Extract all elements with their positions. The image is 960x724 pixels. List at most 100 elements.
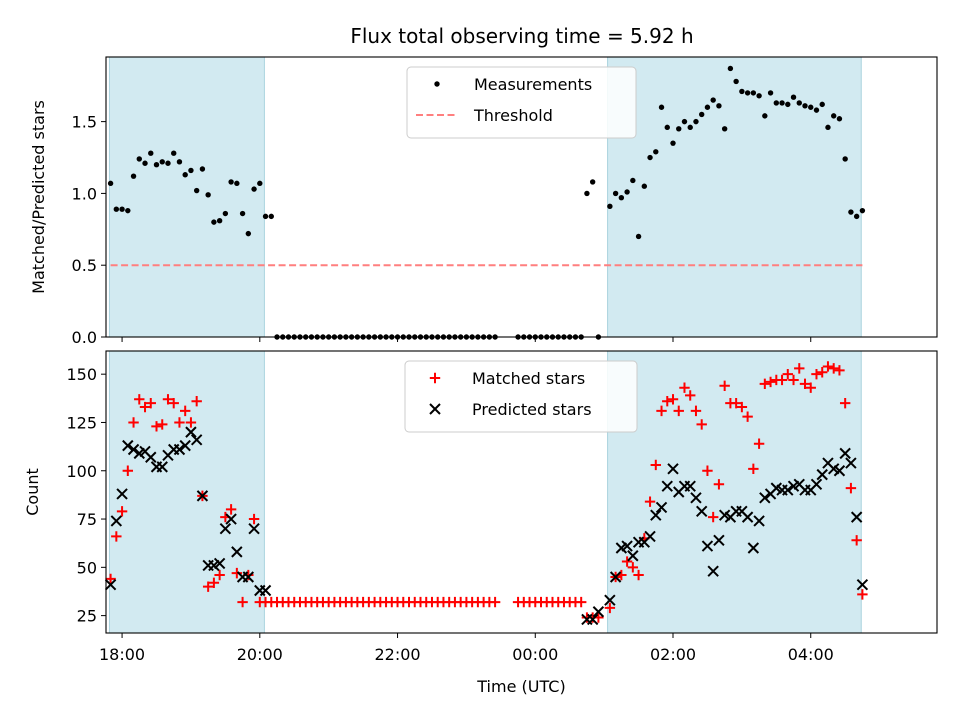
measurement-point [205, 192, 211, 198]
measurement-point [251, 186, 257, 192]
y-axis-label: Count [23, 468, 42, 516]
predicted-star-point [701, 540, 714, 552]
bottom-panel: 25 50 75 100 125 150 18:00 20:00 22:00 00:00 02:00… [23, 350, 938, 696]
x-tick-label: 00:00 [512, 645, 558, 664]
measurement-point [148, 150, 154, 156]
measurement-point [848, 209, 854, 215]
matched-star-point [208, 577, 220, 588]
shaded-span-2 [607, 57, 862, 337]
measurement-point [647, 154, 653, 161]
measurement-point [687, 124, 693, 131]
matched-star-point [139, 401, 151, 413]
measurement-point [693, 118, 699, 125]
x-tick-label: 04:00 [788, 645, 834, 664]
predicted-star-point [116, 488, 128, 500]
predicted-star-point [179, 439, 191, 452]
measurement-point [716, 103, 722, 109]
matched-star-point [656, 405, 667, 417]
predicted-star-point [621, 540, 633, 552]
matched-star-point [817, 367, 828, 378]
y-tick-label: 150 [66, 365, 97, 384]
measurement-point [739, 88, 745, 95]
legend-label: Measurements [474, 75, 592, 94]
measurement-point [699, 111, 705, 118]
matched-star-point [604, 602, 616, 614]
predicted-star-point [684, 480, 696, 492]
measurement-point [125, 207, 131, 214]
measurement-point [589, 179, 596, 185]
matched-star-point [748, 463, 759, 475]
predicted-star-point [110, 515, 123, 527]
predicted-star-point [856, 579, 869, 591]
measurement-point [119, 206, 125, 212]
predicted-star-point [127, 443, 140, 456]
predicted-star-point [839, 447, 851, 460]
measurement-point [825, 124, 831, 131]
matched-star-point [696, 419, 707, 430]
predicted-star-point [816, 468, 828, 481]
matched-star-point [662, 396, 673, 407]
measurement-point [727, 65, 734, 72]
predicted-star-point [644, 530, 656, 543]
matched-star-point [174, 417, 185, 428]
predicted-star-point [231, 546, 243, 558]
matched-star-point [673, 405, 684, 417]
matched-star-point [765, 376, 776, 388]
matched-star-point [685, 390, 696, 401]
measurement-point [756, 93, 762, 99]
matched-star-point [851, 535, 862, 546]
measurement-point [234, 180, 240, 187]
y-tick-label: 125 [66, 413, 97, 432]
measurement-point [721, 126, 728, 132]
measurement-point [222, 210, 229, 217]
predicted-star-point [190, 434, 203, 446]
measurement-point [612, 190, 619, 197]
x-tick-label: 20:00 [237, 645, 283, 664]
top-panel: 0.0 0.5 1.0 1.5 Matched/Predicted stars Measu… [29, 56, 938, 347]
matched-star-point [225, 504, 237, 515]
matched-star-point [214, 569, 225, 581]
matched-star-point [719, 380, 730, 391]
measurement-point [744, 90, 751, 96]
matched-star-point [157, 419, 168, 430]
measurement-point [641, 183, 648, 189]
matched-star-point [633, 569, 644, 581]
measurement-point [773, 100, 780, 106]
matched-star-point [702, 465, 713, 476]
predicted-star-point [219, 522, 232, 535]
predicted-star-point [185, 426, 197, 438]
measurement-point [842, 156, 848, 162]
measurement-point [171, 150, 177, 156]
predicted-star-point [242, 571, 255, 583]
matched-star-point [776, 374, 788, 386]
measurement-point [785, 101, 791, 108]
y-tick-label: 0.0 [72, 328, 97, 347]
predicted-star-point [741, 511, 754, 523]
predicted-star-point [655, 501, 668, 514]
measurement-point [664, 124, 670, 131]
y-tick-label: 0.5 [72, 256, 97, 275]
predicted-star-point [586, 613, 599, 626]
matched-star-point [805, 382, 816, 393]
matched-star-point [834, 365, 845, 376]
matched-star-point [822, 361, 834, 372]
predicted-star-point [810, 478, 823, 490]
matched-star-point [828, 363, 839, 374]
predicted-star-point [753, 515, 765, 527]
predicted-star-point [759, 492, 771, 504]
measurement-point [808, 104, 814, 110]
predicted-star-point [690, 492, 702, 504]
measurement-point [142, 160, 148, 166]
measurement-point [796, 100, 802, 106]
measurement-point [710, 97, 716, 103]
matched-star-point [799, 378, 811, 390]
matched-star-point [690, 405, 702, 417]
predicted-star-point [145, 451, 157, 463]
matched-star-point [231, 567, 243, 579]
matched-star-point [145, 397, 156, 409]
legend-label: Matched stars [472, 369, 585, 388]
series-predicted-stars [104, 426, 869, 626]
matched-star-point [621, 556, 633, 567]
matched-star-point [782, 368, 793, 380]
measurement-point [182, 172, 188, 178]
